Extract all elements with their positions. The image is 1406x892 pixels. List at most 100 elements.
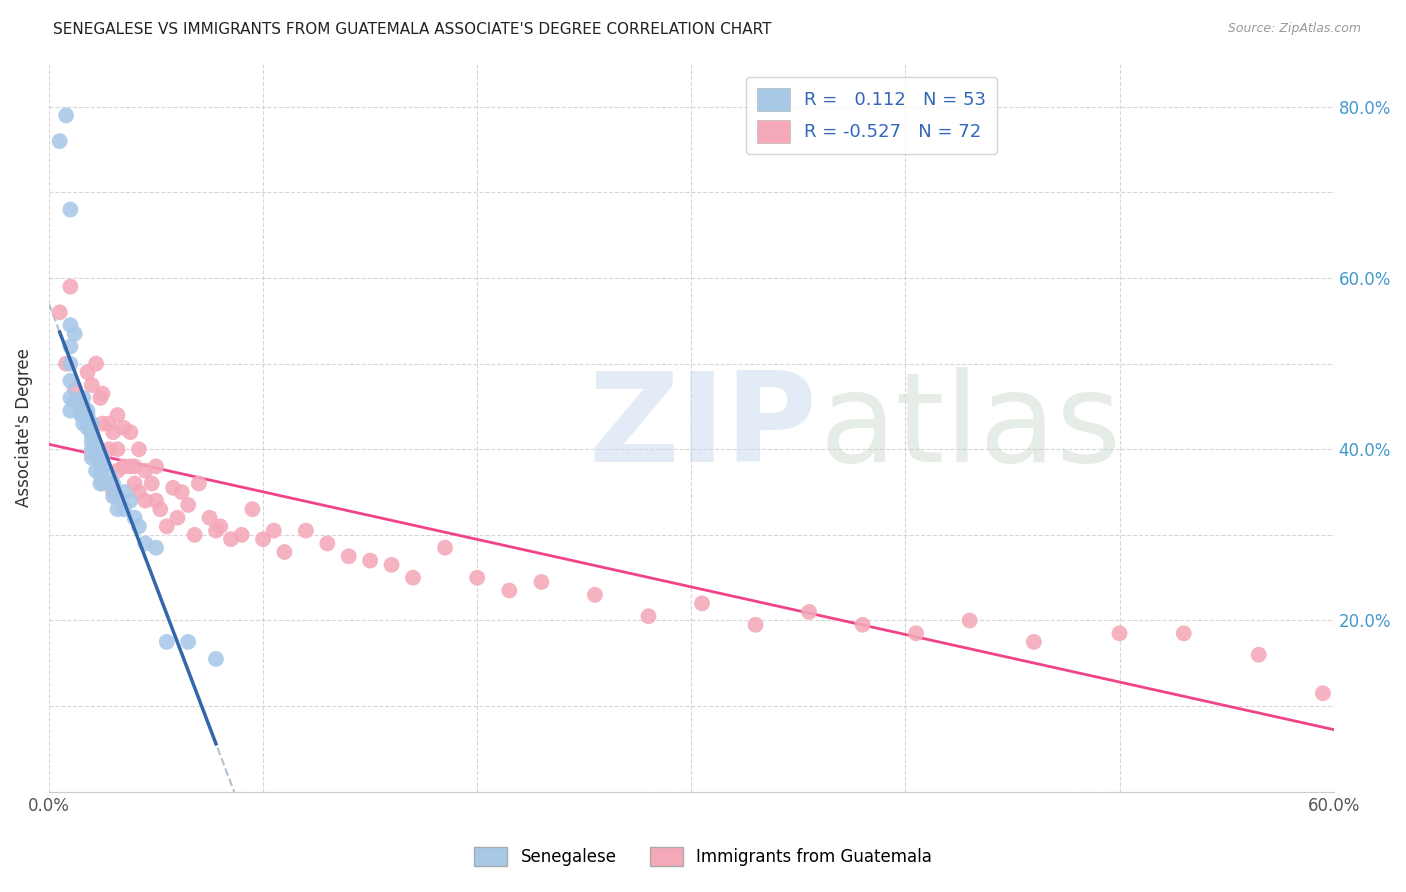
Point [48, 134, 70, 148]
Point [80, 450, 103, 465]
Point [80, 442, 103, 457]
Text: Source: ZipAtlas.com: Source: ZipAtlas.com [1227, 22, 1361, 36]
Point [97, 442, 120, 457]
Point [295, 524, 318, 538]
Point [402, 571, 425, 585]
Point [263, 524, 285, 538]
Point [120, 425, 142, 439]
Point [91, 417, 114, 431]
Point [80, 378, 103, 392]
Point [120, 493, 142, 508]
Point [145, 459, 167, 474]
Point [162, 481, 184, 495]
Point [80, 446, 103, 460]
Point [380, 558, 402, 572]
Point [797, 605, 820, 619]
Point [67, 395, 90, 409]
Legend: R =   0.112   N = 53, R = -0.527   N = 72: R = 0.112 N = 53, R = -0.527 N = 72 [747, 77, 997, 153]
Point [80, 429, 103, 443]
Point [91, 450, 114, 465]
Point [59, 391, 82, 405]
Legend: Senegalese, Immigrants from Guatemala: Senegalese, Immigrants from Guatemala [467, 840, 939, 873]
Point [59, 318, 82, 333]
Point [1108, 626, 1130, 640]
Point [205, 652, 228, 666]
Point [55, 357, 77, 371]
Point [183, 528, 205, 542]
Point [76, 421, 98, 435]
Point [91, 459, 114, 474]
Text: SENEGALESE VS IMMIGRANTS FROM GUATEMALA ASSOCIATE'S DEGREE CORRELATION CHART: SENEGALESE VS IMMIGRANTS FROM GUATEMALA … [53, 22, 772, 37]
Point [76, 403, 98, 417]
Point [63, 326, 86, 341]
Point [166, 510, 188, 524]
Point [1312, 686, 1334, 700]
Point [959, 614, 981, 628]
Text: ZIP: ZIP [589, 368, 817, 489]
Point [70, 400, 93, 414]
Point [124, 459, 146, 474]
Point [89, 455, 111, 469]
Point [89, 476, 111, 491]
Point [80, 435, 103, 450]
Point [107, 464, 129, 478]
Point [103, 425, 125, 439]
Point [1022, 635, 1045, 649]
Point [156, 635, 179, 649]
Point [316, 536, 339, 550]
Point [91, 386, 114, 401]
Point [177, 498, 200, 512]
Point [134, 536, 156, 550]
Point [70, 408, 93, 422]
Point [72, 408, 94, 422]
Point [1247, 648, 1270, 662]
Point [198, 510, 221, 524]
Point [59, 403, 82, 417]
Point [149, 502, 172, 516]
Point [170, 485, 193, 500]
Point [112, 421, 135, 435]
Point [59, 374, 82, 388]
Point [107, 408, 129, 422]
Point [63, 382, 86, 396]
Point [242, 502, 264, 516]
Point [637, 609, 659, 624]
Point [59, 279, 82, 293]
Point [97, 467, 120, 482]
Point [107, 489, 129, 503]
Point [128, 442, 150, 457]
Point [103, 476, 125, 491]
Point [209, 519, 232, 533]
Point [84, 357, 107, 371]
Point [70, 403, 93, 417]
Point [72, 400, 94, 414]
Point [72, 417, 94, 431]
Point [530, 574, 553, 589]
Point [134, 464, 156, 478]
Point [498, 583, 520, 598]
Point [359, 553, 381, 567]
Point [84, 450, 107, 465]
Point [744, 617, 766, 632]
Point [128, 519, 150, 533]
Point [84, 464, 107, 478]
Point [112, 502, 135, 516]
Point [112, 485, 135, 500]
Point [124, 510, 146, 524]
Point [156, 519, 179, 533]
Point [70, 400, 93, 414]
Point [205, 524, 228, 538]
Point [103, 485, 125, 500]
Point [124, 476, 146, 491]
Point [583, 588, 606, 602]
Point [120, 459, 142, 474]
Point [59, 202, 82, 217]
Point [141, 476, 163, 491]
Point [852, 617, 875, 632]
Point [337, 549, 360, 564]
Point [145, 541, 167, 555]
Point [76, 408, 98, 422]
Point [48, 305, 70, 319]
Point [465, 571, 488, 585]
Point [103, 489, 125, 503]
